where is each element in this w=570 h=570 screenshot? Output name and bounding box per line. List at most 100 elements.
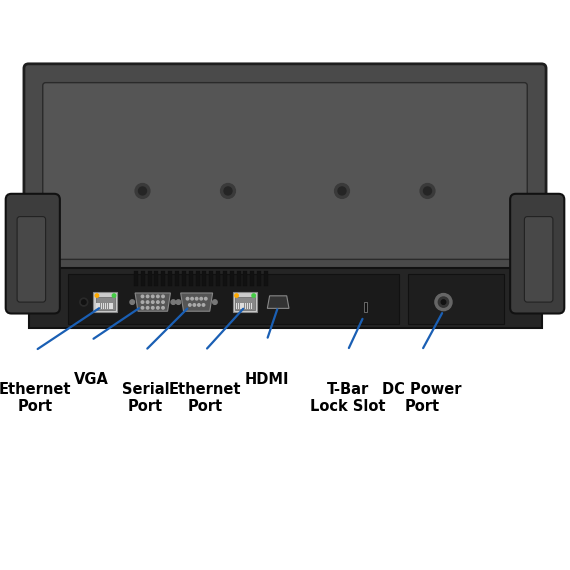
FancyBboxPatch shape <box>17 217 46 302</box>
Bar <box>93 292 117 312</box>
FancyBboxPatch shape <box>24 64 546 290</box>
Bar <box>238 303 239 309</box>
Bar <box>189 271 193 286</box>
Circle shape <box>438 297 449 307</box>
FancyBboxPatch shape <box>6 194 60 314</box>
Bar <box>154 271 158 286</box>
Bar <box>235 296 255 310</box>
Circle shape <box>441 300 446 304</box>
Circle shape <box>213 300 217 304</box>
Circle shape <box>141 295 144 298</box>
Bar <box>112 303 113 309</box>
Circle shape <box>202 304 205 306</box>
Circle shape <box>157 295 159 298</box>
Bar <box>408 274 504 324</box>
Bar <box>257 271 261 286</box>
Circle shape <box>162 301 164 303</box>
Bar <box>182 271 186 286</box>
Circle shape <box>157 307 159 309</box>
FancyBboxPatch shape <box>524 217 553 302</box>
Bar <box>364 302 367 312</box>
Bar <box>243 271 247 286</box>
Bar <box>28 268 542 288</box>
Circle shape <box>171 300 176 304</box>
Bar <box>223 271 227 286</box>
Circle shape <box>200 298 202 300</box>
Circle shape <box>146 307 149 309</box>
Bar <box>105 303 106 309</box>
Bar <box>216 271 220 286</box>
Bar <box>251 303 253 309</box>
Polygon shape <box>135 293 170 311</box>
Bar <box>148 271 152 286</box>
Bar <box>241 303 242 309</box>
Text: VGA: VGA <box>74 372 109 386</box>
Circle shape <box>235 294 238 298</box>
Bar <box>103 303 104 309</box>
Bar <box>141 271 145 286</box>
Circle shape <box>80 298 88 306</box>
Bar <box>99 303 100 309</box>
Bar <box>196 271 200 286</box>
Circle shape <box>112 294 116 298</box>
Circle shape <box>152 301 154 303</box>
Bar <box>202 271 206 286</box>
FancyBboxPatch shape <box>43 83 527 259</box>
Circle shape <box>186 298 189 300</box>
Bar <box>237 271 241 286</box>
Circle shape <box>198 304 200 306</box>
Bar <box>96 303 97 309</box>
Circle shape <box>224 187 232 195</box>
Bar <box>245 303 246 309</box>
Circle shape <box>146 301 149 303</box>
Circle shape <box>157 301 159 303</box>
Bar <box>101 303 102 309</box>
Circle shape <box>130 300 135 304</box>
Text: Ethernet
Port: Ethernet Port <box>169 382 242 414</box>
Bar <box>68 274 399 324</box>
Polygon shape <box>181 293 213 311</box>
Circle shape <box>420 184 435 198</box>
Circle shape <box>95 294 99 298</box>
Circle shape <box>196 298 198 300</box>
Text: Serial
Port: Serial Port <box>121 382 169 414</box>
Bar <box>168 271 172 286</box>
Bar <box>134 271 138 286</box>
Circle shape <box>135 184 150 198</box>
Bar <box>242 303 244 309</box>
Circle shape <box>139 187 146 195</box>
Circle shape <box>82 300 86 304</box>
Circle shape <box>152 295 154 298</box>
Bar <box>236 303 237 309</box>
Circle shape <box>189 304 191 306</box>
Circle shape <box>162 295 164 298</box>
Circle shape <box>335 184 349 198</box>
Text: DC Power
Port: DC Power Port <box>382 382 462 414</box>
Bar <box>209 271 213 286</box>
Bar <box>264 271 268 286</box>
Circle shape <box>205 298 207 300</box>
Bar <box>109 303 111 309</box>
Circle shape <box>176 300 181 304</box>
Text: T-Bar
Lock Slot: T-Bar Lock Slot <box>310 382 385 414</box>
Circle shape <box>141 307 144 309</box>
Text: HDMI: HDMI <box>245 372 289 386</box>
Bar <box>249 303 250 309</box>
Text: Ethernet
Port: Ethernet Port <box>0 382 72 414</box>
Circle shape <box>338 187 346 195</box>
Circle shape <box>193 304 196 306</box>
Bar <box>175 271 179 286</box>
Bar <box>28 268 542 328</box>
Bar <box>247 303 248 309</box>
Circle shape <box>191 298 193 300</box>
Bar <box>107 303 108 309</box>
FancyBboxPatch shape <box>510 194 564 314</box>
Bar <box>96 296 115 310</box>
Bar <box>233 292 257 312</box>
Bar <box>230 271 234 286</box>
Circle shape <box>152 307 154 309</box>
Polygon shape <box>267 296 289 308</box>
Circle shape <box>435 294 452 311</box>
Circle shape <box>424 187 431 195</box>
Circle shape <box>146 295 149 298</box>
